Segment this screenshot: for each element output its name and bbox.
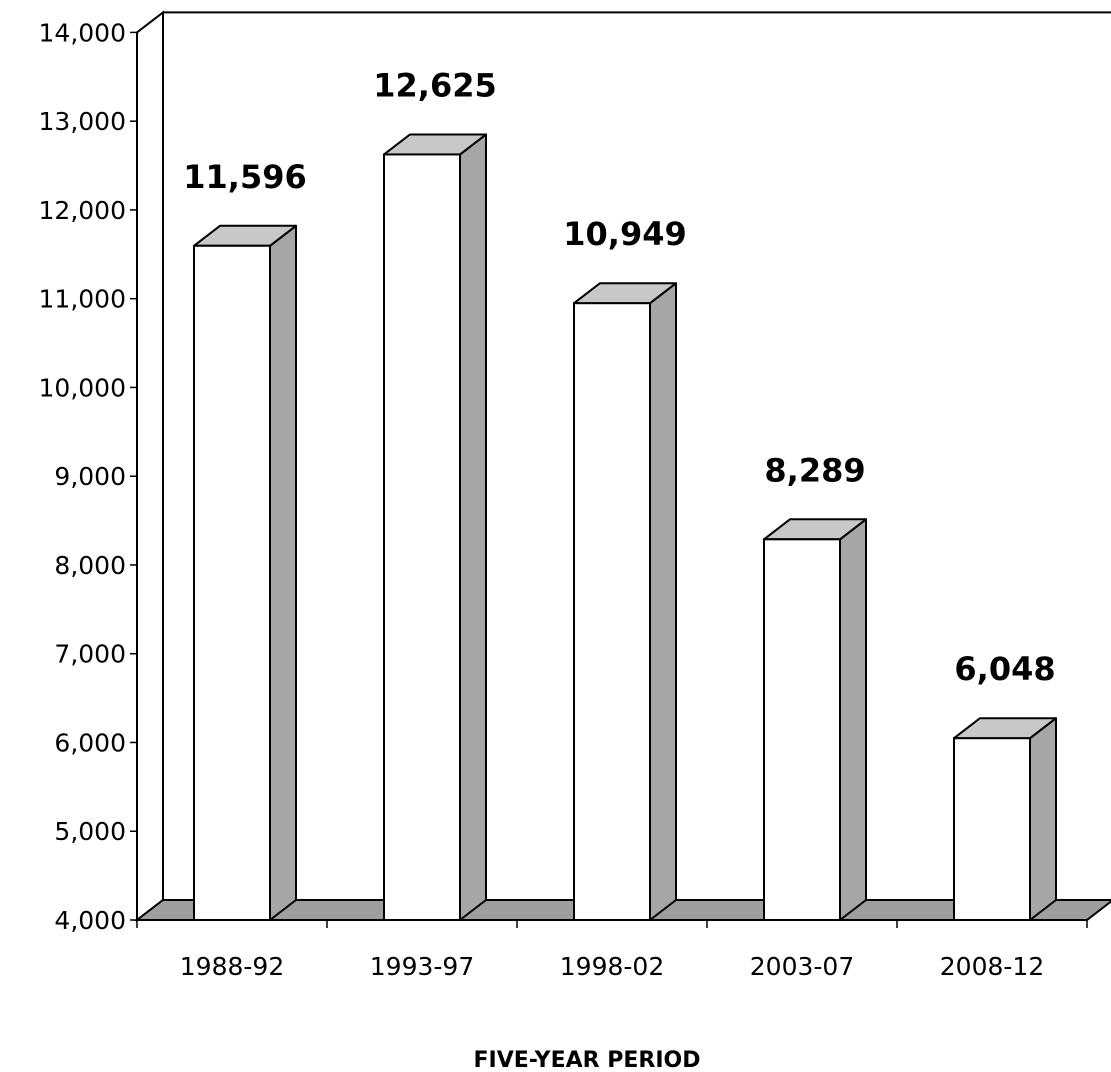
bar [953, 717, 1057, 922]
data-label: 6,048 [954, 650, 1055, 688]
bar-side-face [649, 282, 677, 921]
x-tick-label: 1993-97 [370, 952, 474, 981]
bar-side-face [459, 133, 487, 921]
y-tick-label: 12,000 [39, 196, 126, 225]
bar-side-face [1029, 717, 1057, 921]
side-wall [136, 10, 164, 923]
data-label: 10,949 [563, 215, 686, 253]
y-tick-label: 5,000 [54, 817, 126, 846]
y-tick-label: 6,000 [54, 728, 126, 757]
y-tick-label: 13,000 [39, 107, 126, 136]
y-tick-label: 9,000 [54, 462, 126, 491]
data-label: 12,625 [373, 66, 496, 104]
x-tick-label: 1998-02 [560, 952, 664, 981]
bar [763, 518, 867, 921]
data-label: 8,289 [764, 451, 865, 489]
y-tick-label: 11,000 [39, 285, 126, 314]
x-tick-label: 2008-12 [940, 952, 1044, 981]
bar-front-face [953, 737, 1031, 922]
x-tick-label: 2003-07 [750, 952, 854, 981]
y-tick-label: 14,000 [39, 18, 126, 47]
x-axis: 1988-92 1993-97 1998-02 2003-07 2008-12 [136, 920, 1088, 981]
x-tick-label: 1988-92 [180, 952, 284, 981]
y-tick-label: 10,000 [39, 373, 126, 402]
y-tick-label: 4,000 [54, 906, 126, 935]
bar [383, 133, 487, 921]
bar-side-face [269, 224, 297, 921]
bar [193, 224, 297, 921]
y-axis: 4,000 5,000 6,000 7,000 8,000 9,000 10,000 11,0… [39, 18, 137, 935]
bar-front-face [763, 538, 841, 921]
bar-side-face [839, 518, 867, 921]
bar-front-face [573, 302, 651, 921]
bar-front-face [193, 244, 271, 921]
x-axis-title: FIVE-YEAR PERIOD [474, 1048, 701, 1072]
bars: 11,596 12,625 10,949 8,289 6,048 [183, 66, 1057, 922]
data-label: 11,596 [183, 158, 306, 196]
bar [573, 282, 677, 921]
y-tick-label: 7,000 [54, 640, 126, 669]
bar-front-face [383, 153, 461, 921]
y-tick-label: 8,000 [54, 551, 126, 580]
